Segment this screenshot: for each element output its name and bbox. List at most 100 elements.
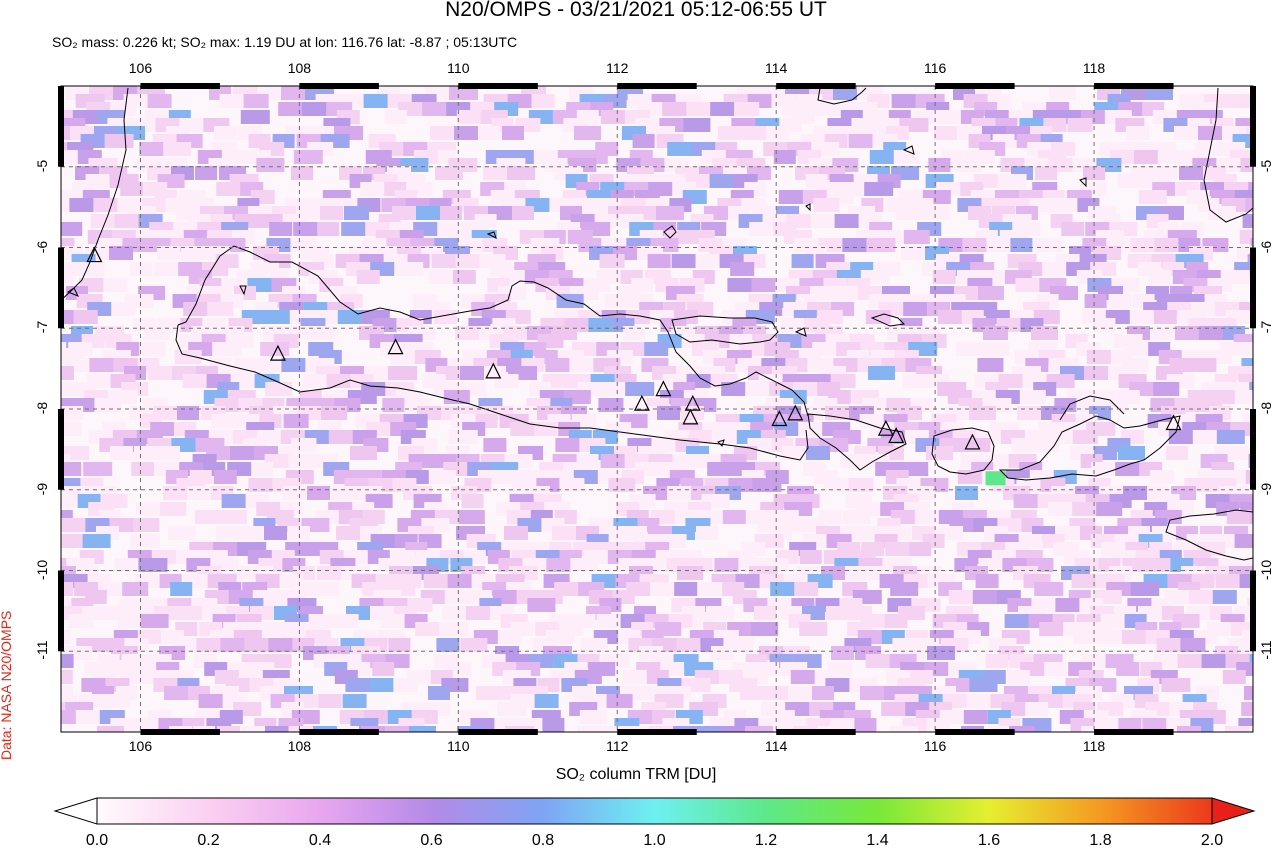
so2-pixel — [718, 126, 743, 140]
so2-pixel — [730, 262, 755, 276]
so2-pixel — [600, 454, 627, 468]
frame-tick-bar — [935, 83, 1015, 89]
so2-pixel — [754, 606, 776, 620]
so2-pixel — [867, 782, 895, 796]
so2-pixel — [644, 342, 669, 356]
so2-pixel — [1255, 278, 1272, 292]
so2-pixel — [1117, 174, 1145, 188]
so2-pixel — [196, 638, 223, 652]
frame-tick-bar — [299, 83, 379, 89]
so2-pixel — [1255, 694, 1272, 708]
so2-pixel — [1177, 654, 1203, 668]
so2-pixel — [1260, 734, 1272, 748]
colorbar-title: SO₂ column TRM [DU] — [555, 766, 717, 783]
so2-pixel — [1168, 430, 1194, 444]
so2-pixel — [1208, 206, 1236, 220]
so2-pixel — [61, 670, 73, 684]
so2-pixel — [1121, 630, 1147, 644]
so2-pixel — [61, 510, 73, 524]
so2-pixel — [934, 126, 957, 140]
so2-pixel — [699, 782, 721, 796]
so2-pixel — [560, 478, 585, 492]
so2-pixel — [920, 206, 949, 220]
so2-pixel — [1250, 510, 1253, 524]
so2-pixel — [1150, 742, 1178, 756]
so2-pixel — [1242, 214, 1253, 228]
so2-pixel — [745, 726, 773, 732]
so2-pixel — [1072, 430, 1098, 444]
so2-pixel — [1146, 558, 1173, 572]
so2-pixel — [61, 198, 71, 212]
so2-pixel — [61, 702, 70, 716]
so2-pixel — [382, 742, 407, 756]
so2-pixel — [502, 126, 524, 140]
so2-pixel — [718, 742, 743, 756]
so2-pixel — [170, 582, 193, 596]
so2-pixel — [350, 446, 377, 460]
so2-pixel — [61, 462, 82, 476]
so2-pixel — [1041, 750, 1063, 764]
volcano-icon — [684, 394, 701, 411]
so2-pixel — [534, 422, 558, 436]
colorbar-tick-label: 2.0 — [1200, 832, 1224, 849]
so2-pixel — [265, 726, 288, 732]
so2-pixel — [444, 590, 474, 604]
so2-pixel — [428, 686, 450, 700]
so2-pixel — [278, 102, 307, 116]
volcano-icon — [485, 362, 502, 379]
so2-pixel — [600, 110, 626, 124]
so2-pixel — [1013, 494, 1042, 508]
so2-pixel — [61, 366, 74, 380]
so2-pixel — [61, 558, 67, 572]
so2-pixel — [986, 238, 1011, 252]
so2-pixel — [218, 510, 247, 524]
so2-pixel — [909, 542, 932, 556]
so2-pixel — [61, 342, 67, 356]
so2-pixel — [1241, 702, 1253, 716]
so2-pixel — [1155, 782, 1177, 796]
so2-pixel — [190, 742, 213, 756]
so2-pixel — [980, 342, 1010, 356]
colorbar-tick-label: 0.8 — [531, 832, 555, 849]
so2-pixel — [1004, 614, 1033, 628]
colorbar-tick-label: 0.6 — [420, 832, 443, 849]
so2-pixel — [1246, 126, 1253, 140]
so2-pixel — [1009, 726, 1035, 732]
so2-pixel — [625, 382, 655, 396]
so2-pixel — [657, 406, 680, 420]
so2-pixel — [997, 174, 1027, 188]
volcano-icon — [888, 427, 905, 444]
so2-pixel — [211, 414, 236, 428]
so2-pixel — [795, 782, 819, 796]
so2-pixel — [1153, 310, 1177, 324]
so2-pixel — [891, 94, 921, 108]
so2-pixel — [331, 486, 358, 500]
so2-pixel — [435, 166, 463, 180]
so2-pixel — [265, 382, 293, 396]
so2-pixel — [358, 742, 382, 756]
so2-pixel — [1244, 342, 1253, 356]
so2-pixel — [326, 374, 355, 388]
so2-pixel — [382, 398, 405, 412]
so2-pixel — [1039, 622, 1068, 636]
so2-pixel — [46, 742, 75, 756]
so2-pixel — [138, 558, 168, 572]
colorbar-tick-label: 0.4 — [308, 832, 332, 849]
so2-pixel — [248, 478, 273, 492]
so2-pixel — [914, 510, 940, 524]
so2-pixel — [61, 142, 71, 156]
so2-pixel — [213, 470, 237, 484]
so2-pixel — [75, 710, 100, 724]
longitude-tick-label: 114 — [765, 738, 788, 754]
so2-pixel — [140, 342, 166, 356]
colorbar-tick-label: 1.8 — [1089, 832, 1112, 849]
so2-pixel — [337, 310, 363, 324]
so2-pixel — [1236, 734, 1261, 748]
so2-pixel — [978, 286, 1004, 300]
so2-pixel — [62, 790, 85, 804]
so2-pixel — [1137, 750, 1162, 764]
so2-pixel — [1166, 446, 1188, 460]
so2-pixel — [983, 326, 1008, 340]
so2-pixel — [852, 734, 876, 748]
so2-pixel — [1108, 294, 1132, 308]
